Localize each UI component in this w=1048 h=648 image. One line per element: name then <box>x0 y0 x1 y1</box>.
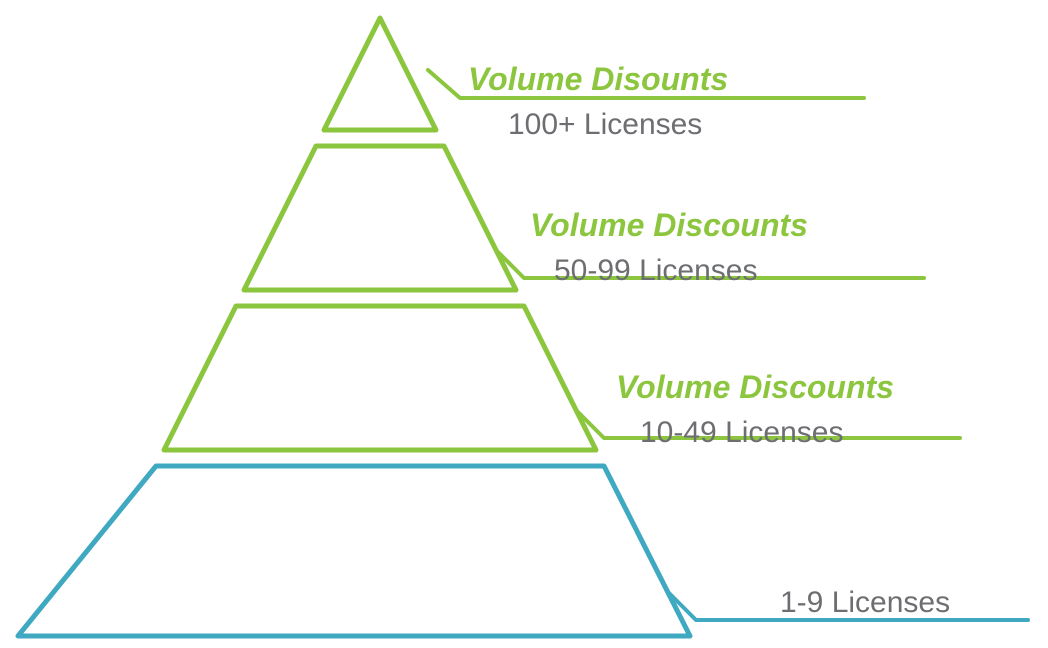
pyramid-tier1 <box>324 18 436 130</box>
pyramid-tier2 <box>244 146 516 290</box>
subtitle-tier4: 1-9 Licenses <box>780 586 950 619</box>
subtitle-tier2: 50-99 Licenses <box>554 254 757 287</box>
pyramid-tier3 <box>164 306 596 450</box>
title-tier3: Volume Discounts <box>616 369 894 405</box>
subtitle-tier3: 10-49 Licenses <box>640 416 843 449</box>
subtitle-tier1: 100+ Licenses <box>508 108 702 141</box>
title-tier2: Volume Discounts <box>530 207 808 243</box>
title-tier1: Volume Disounts <box>468 61 728 97</box>
pyramid-tier4 <box>18 466 690 636</box>
